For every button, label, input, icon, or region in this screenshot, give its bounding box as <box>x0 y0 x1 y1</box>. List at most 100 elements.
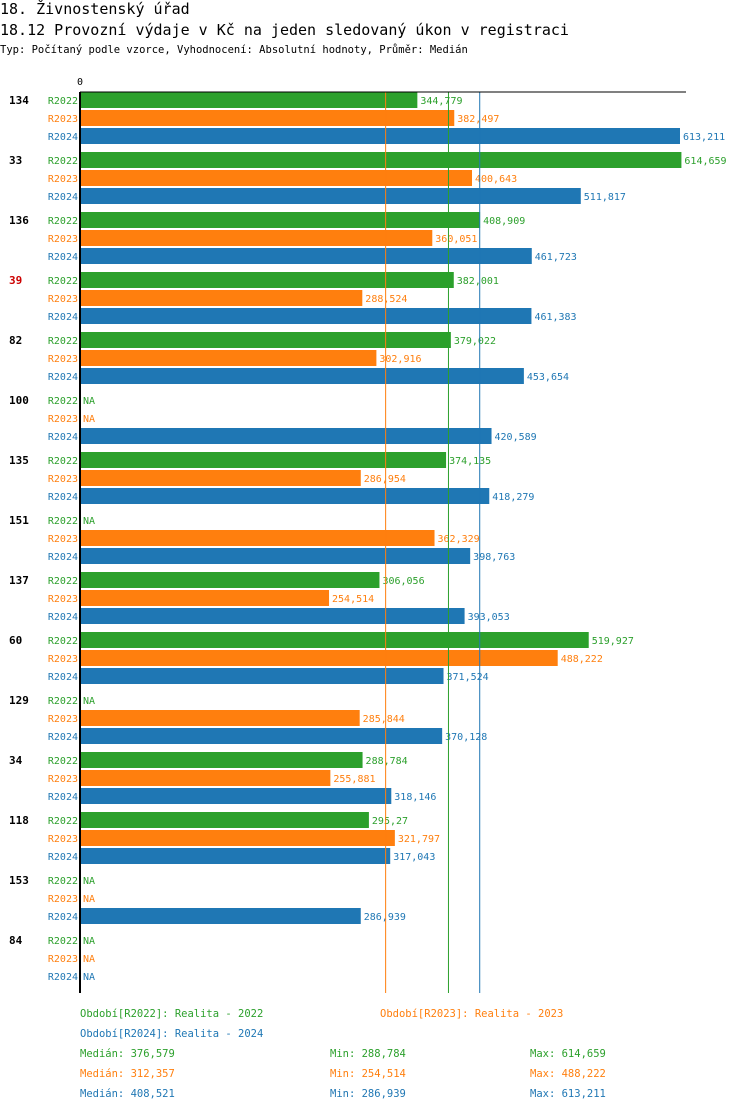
data-label: 488,222 <box>561 654 603 665</box>
bar <box>80 770 331 786</box>
data-label: NA <box>83 696 95 707</box>
stat-median-r2022: Medián: 376,579 <box>80 1048 175 1060</box>
data-label: 286,939 <box>364 912 406 923</box>
data-label: 255,881 <box>333 774 375 785</box>
series-label: R2024 <box>48 432 78 443</box>
group-label: 82 <box>9 334 22 347</box>
series-label: R2022 <box>48 156 78 167</box>
data-label: 398,763 <box>473 552 515 563</box>
group-label: 60 <box>9 634 22 647</box>
data-label: 382,497 <box>457 114 499 125</box>
data-label: 321,797 <box>398 834 440 845</box>
data-label: 418,279 <box>492 492 534 503</box>
data-label: NA <box>83 972 95 983</box>
series-label: R2023 <box>48 774 78 785</box>
data-label: 379,022 <box>454 336 496 347</box>
data-label: 288,784 <box>366 756 408 767</box>
series-label: R2024 <box>48 192 78 203</box>
bar <box>80 188 581 204</box>
series-label: R2022 <box>48 876 78 887</box>
series-label: R2024 <box>48 372 78 383</box>
data-label: 420,589 <box>495 432 537 443</box>
series-label: R2023 <box>48 534 78 545</box>
series-label: R2022 <box>48 936 78 947</box>
series-label: R2022 <box>48 216 78 227</box>
stat-min-r2022: Min: 288,784 <box>330 1048 406 1060</box>
bar <box>80 848 391 864</box>
data-label: NA <box>83 894 95 905</box>
data-label: 288,524 <box>365 294 407 305</box>
bar <box>80 548 471 564</box>
bar-chart: 0 134 R2022 344,779 R2023 382,497 R2024 613,211… <box>9 77 727 993</box>
bar <box>80 272 454 288</box>
group-label: 39 <box>9 274 22 287</box>
series-label: R2023 <box>48 234 78 245</box>
series-label: R2023 <box>48 294 78 305</box>
series-label: R2023 <box>48 954 78 965</box>
data-label: 371,524 <box>447 672 489 683</box>
data-label: 317,043 <box>393 852 435 863</box>
bar <box>80 452 447 468</box>
data-label: 461,723 <box>535 252 577 263</box>
bar <box>80 728 443 744</box>
data-label: 519,927 <box>592 636 634 647</box>
bar <box>80 668 444 684</box>
data-label: NA <box>83 396 95 407</box>
bar <box>80 308 532 324</box>
data-label: 360,051 <box>435 234 477 245</box>
group-label: 84 <box>9 934 23 947</box>
data-label: 461,383 <box>534 312 576 323</box>
bar <box>80 290 363 306</box>
data-label: NA <box>83 936 95 947</box>
data-label: 302,916 <box>379 354 421 365</box>
stat-max-r2023: Max: 488,222 <box>530 1068 606 1080</box>
series-label: R2023 <box>48 834 78 845</box>
series-label: R2023 <box>48 714 78 725</box>
data-label: 285,844 <box>363 714 405 725</box>
data-label: 393,053 <box>468 612 510 623</box>
group-label: 136 <box>9 214 29 227</box>
legend-r2023: Období[R2023]: Realita - 2023 <box>380 1008 564 1020</box>
chart-meta: Typ: Počítaný podle vzorce, Vyhodnocení:… <box>0 44 468 56</box>
stat-max-r2024: Max: 613,211 <box>530 1088 606 1100</box>
data-label: 408,909 <box>483 216 525 227</box>
data-label: 614,659 <box>684 156 726 167</box>
series-label: R2023 <box>48 174 78 185</box>
stat-min-r2024: Min: 286,939 <box>330 1088 406 1100</box>
series-label: R2024 <box>48 912 78 923</box>
data-label: NA <box>83 414 95 425</box>
series-label: R2024 <box>48 732 78 743</box>
page-title: 18. Živnostenský úřad <box>0 0 190 18</box>
stat-median-r2023: Medián: 312,357 <box>80 1068 175 1080</box>
data-label: 511,817 <box>584 192 626 203</box>
series-label: R2022 <box>48 336 78 347</box>
data-label: NA <box>83 516 95 527</box>
group-label: 134 <box>9 94 29 107</box>
x-tick-label: 0 <box>77 77 83 88</box>
series-label: R2022 <box>48 636 78 647</box>
series-label: R2023 <box>48 354 78 365</box>
bar <box>80 428 492 444</box>
group-label: 118 <box>9 814 29 827</box>
bar <box>80 470 361 486</box>
series-label: R2023 <box>48 654 78 665</box>
data-label: 254,514 <box>332 594 374 605</box>
series-label: R2022 <box>48 816 78 827</box>
group-label: 137 <box>9 574 29 587</box>
data-label: 374,135 <box>449 456 491 467</box>
bar <box>80 812 369 828</box>
series-label: R2022 <box>48 516 78 527</box>
data-label: 613,211 <box>683 132 725 143</box>
bar <box>80 332 451 348</box>
bar <box>80 128 680 144</box>
series-label: R2022 <box>48 96 78 107</box>
bar <box>80 908 361 924</box>
bar <box>80 590 330 606</box>
data-label: 382,001 <box>457 276 499 287</box>
chart-title: 18.12 Provozní výdaje v Kč na jeden sled… <box>0 21 569 39</box>
series-label: R2024 <box>48 132 78 143</box>
bar <box>80 608 465 624</box>
series-label: R2024 <box>48 612 78 623</box>
bar <box>80 632 589 648</box>
series-label: R2024 <box>48 492 78 503</box>
